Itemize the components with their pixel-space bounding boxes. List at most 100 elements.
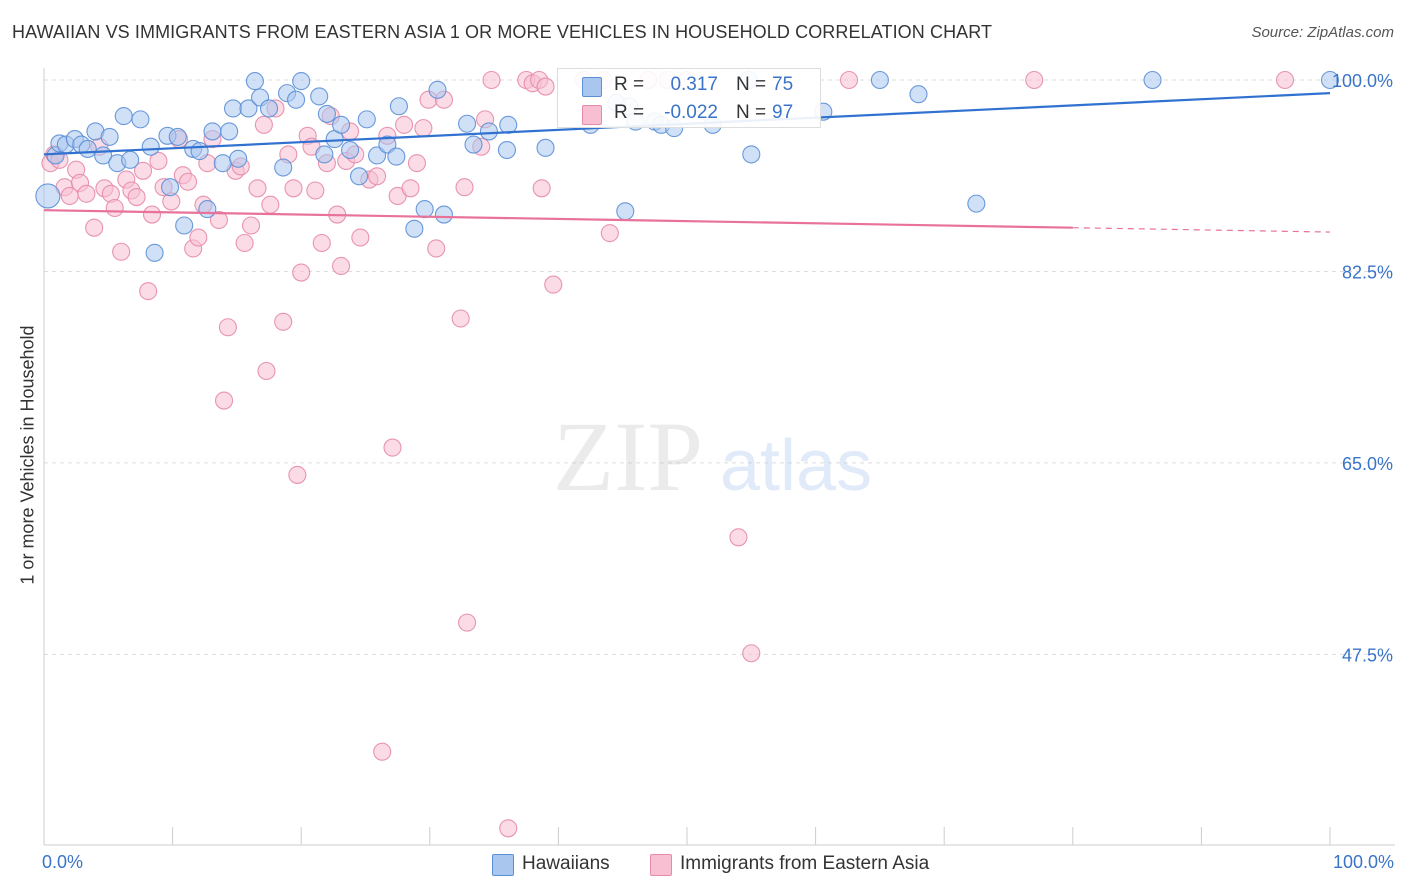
y-tick-labels: 100.0% 82.5% 65.0% 47.5% (1332, 71, 1393, 665)
legend-n-value: 75 (772, 74, 794, 95)
immigrants-point (1275, 70, 1295, 90)
hawaiians-point (131, 110, 150, 129)
immigrants-point (401, 179, 420, 198)
hawaiians-point (458, 114, 477, 133)
immigrants-point (218, 318, 237, 337)
hawaiians-point (870, 70, 889, 90)
immigrants-point (257, 361, 276, 381)
immigrants-point (458, 613, 477, 632)
legend-r-value: 0.317 (670, 74, 718, 95)
hawaiians-point (315, 145, 334, 164)
immigrants-point (839, 70, 859, 90)
immigrants-point (455, 178, 474, 197)
immigrants-point (414, 119, 433, 138)
immigrants-point (742, 644, 761, 663)
hawaiians-point (190, 142, 209, 161)
immigrants-point (351, 228, 370, 247)
immigrants-point (544, 275, 563, 294)
hawaiians-point (259, 99, 279, 118)
hawaiians-point (350, 167, 369, 186)
hawaiians-point (229, 149, 248, 168)
hawaiians-point (405, 219, 424, 238)
immigrants-point (532, 179, 551, 198)
hawaiians-point (967, 194, 986, 213)
hawaiians-point (332, 115, 351, 134)
hawaiians-point (292, 72, 311, 91)
immigrants-trend-line-extension (1072, 227, 1331, 233)
immigrants-point (451, 309, 470, 328)
legend-label-hawaiians: Hawaiians (522, 853, 610, 874)
hawaiians-point (274, 158, 293, 177)
legend-label-immigrants: Immigrants from Eastern Asia (680, 853, 930, 874)
hawaiians-point (317, 104, 336, 123)
immigrants-point (368, 167, 387, 186)
immigrants-point (332, 256, 351, 276)
hawaiians-point (100, 127, 119, 146)
immigrants-point (241, 216, 261, 235)
immigrants-point (536, 77, 555, 96)
immigrants-point (127, 188, 146, 207)
legend-swatch-hawaiians (582, 77, 602, 97)
hawaiians-point (203, 122, 222, 141)
immigrants-point (214, 391, 234, 410)
immigrants-point (729, 528, 748, 547)
immigrants-point (142, 205, 162, 224)
hawaiians-point (341, 140, 360, 160)
hawaiians-point (378, 135, 397, 154)
x-tick-right: 100.0% (1332, 852, 1394, 872)
watermark-atlas: atlas (720, 426, 872, 506)
hawaiians-point (287, 90, 306, 109)
immigrants-point (383, 438, 402, 457)
legend-swatch-immigrants (650, 854, 672, 876)
hawaiians-point (909, 85, 928, 104)
hawaiians-point (141, 137, 160, 156)
hawaiians-point (1320, 70, 1340, 90)
legend-n-label: N = (736, 102, 767, 123)
hawaiians-point (239, 99, 258, 118)
legend-swatch-hawaiians (492, 854, 514, 876)
immigrants-point (248, 179, 267, 198)
y-tick-label: 47.5% (1342, 645, 1393, 665)
hawaiians-point (175, 216, 194, 235)
immigrants-point (284, 179, 303, 198)
immigrants-point (274, 312, 293, 331)
immigrants-point (312, 233, 331, 253)
immigrants-point (105, 198, 124, 218)
hawaiians-point (168, 127, 187, 146)
immigrants-trend-line (43, 209, 1073, 229)
immigrants-point (292, 263, 311, 282)
hawaiians-point (479, 122, 499, 141)
legend-n-label: N = (736, 74, 767, 95)
hawaiians-point (245, 72, 264, 91)
chart-title: HAWAIIAN VS IMMIGRANTS FROM EASTERN ASIA… (12, 22, 993, 42)
hawaiians-point (114, 107, 133, 126)
hawaiians-point (434, 205, 453, 224)
hawaiians-point (213, 154, 232, 173)
y-tick-label: 82.5% (1342, 262, 1393, 282)
x-tick-left: 0.0% (42, 852, 84, 872)
immigrants-point (235, 233, 254, 253)
hawaiians-point (536, 138, 555, 157)
immigrants-point (189, 228, 208, 247)
hawaiians-point (428, 80, 447, 99)
legend-r-value: -0.022 (664, 102, 718, 123)
hawaiians-point (415, 200, 434, 219)
y-tick-label: 65.0% (1342, 454, 1393, 474)
immigrants-point (77, 184, 96, 203)
hawaiians-point (220, 122, 239, 141)
immigrants-point (306, 181, 325, 200)
immigrants-point (407, 154, 426, 173)
legend-swatch-immigrants (582, 105, 602, 125)
immigrants-point (139, 282, 158, 301)
immigrants-point (209, 210, 228, 230)
immigrants-point (1025, 70, 1044, 90)
watermark: ZIP atlas (553, 401, 872, 512)
immigrants-point (499, 819, 518, 838)
legend-row-hawaiians: R = 0.317 N = 75 (558, 71, 820, 99)
hawaiians-point (78, 139, 97, 158)
immigrants-point (254, 115, 273, 134)
immigrants-point (600, 224, 619, 243)
immigrants-point (373, 742, 392, 761)
hawaiians-point (160, 178, 180, 197)
